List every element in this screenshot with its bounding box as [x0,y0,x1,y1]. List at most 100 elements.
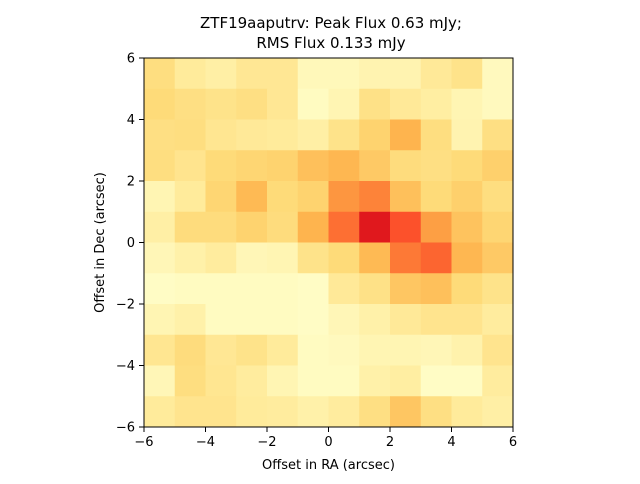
heatmap-cell [205,242,237,274]
heatmap-cell [359,150,391,182]
heatmap-cell [144,273,176,305]
heatmap-cell [174,181,206,213]
x-tick-label: 6 [509,435,517,450]
heatmap-cell [482,365,514,397]
heatmap-cell [174,396,206,428]
heatmap-cell [390,242,422,274]
heatmap-cell [451,304,483,336]
heatmap-cell [390,304,422,336]
heatmap-cell [420,58,452,90]
y-tick-label: 0 [127,236,135,251]
heatmap-cell [451,181,483,213]
heatmap-cell [297,181,329,213]
heatmap-cell [236,365,268,397]
y-tick-label: 4 [127,113,135,128]
heatmap-cell [174,304,206,336]
heatmap-cell [482,119,514,151]
heatmap-cell [174,273,206,305]
chart-title-line-1: ZTF19aaputrv: Peak Flux 0.63 mJy; [200,14,462,32]
heatmap-cell [328,396,360,428]
heatmap-cell [236,304,268,336]
heatmap-cell [144,150,176,182]
heatmap-cell [297,119,329,151]
heatmap-cell [328,211,360,243]
heatmap-cell [359,119,391,151]
heatmap-cell [420,211,452,243]
heatmap-cell [205,150,237,182]
heatmap-cell [205,304,237,336]
heatmap-cell [390,365,422,397]
heatmap-cell [359,181,391,213]
heatmap-cell [205,273,237,305]
x-tick-label: −2 [257,435,276,450]
heatmap-cell [359,88,391,120]
heatmap-cell [420,119,452,151]
heatmap-cell [328,119,360,151]
heatmap-cell [482,273,514,305]
heatmap-cells [144,58,514,428]
heatmap-cell [420,242,452,274]
x-tick-label: −4 [196,435,215,450]
heatmap-cell [482,211,514,243]
heatmap-cell [328,334,360,366]
heatmap-cell [328,273,360,305]
heatmap-cell [328,181,360,213]
heatmap-cell [390,181,422,213]
heatmap-cell [451,242,483,274]
heatmap-cell [390,211,422,243]
heatmap-cell [267,242,299,274]
heatmap-cell [267,334,299,366]
heatmap-cell [236,273,268,305]
heatmap-cell [482,58,514,90]
heatmap-cell [420,334,452,366]
heatmap-cell [144,58,176,90]
heatmap-cell [359,242,391,274]
heatmap-cell [420,396,452,428]
heatmap-cell [297,334,329,366]
y-tick-label: −2 [116,298,135,313]
heatmap-cell [451,88,483,120]
x-axis-label: Offset in RA (arcsec) [262,458,395,473]
heatmap-cell [390,150,422,182]
plot-frame [143,57,514,428]
heatmap-cell [420,304,452,336]
heatmap-cell [451,273,483,305]
heatmap-cell [451,334,483,366]
x-tick-label: 2 [386,435,394,450]
heatmap-cell [144,119,176,151]
heatmap-cell [328,150,360,182]
heatmap-cell [328,88,360,120]
heatmap-cell [174,88,206,120]
heatmap-cell [297,273,329,305]
heatmap-cell [359,304,391,336]
y-axis-label: Offset in Dec (arcsec) [93,172,108,313]
heatmap-cell [267,211,299,243]
heatmap-cell [174,242,206,274]
heatmap-cell [297,58,329,90]
heatmap-cell [144,334,176,366]
heatmap-cell [174,58,206,90]
x-tick-label: −6 [134,435,153,450]
heatmap-cell [390,119,422,151]
y-tick-label: −6 [116,421,135,436]
heatmap-cell [359,365,391,397]
heatmap-cell [205,119,237,151]
heatmap-cell [359,396,391,428]
heatmap-cell [451,365,483,397]
heatmap-cell [236,181,268,213]
heatmap-cell [482,334,514,366]
heatmap-cell [144,242,176,274]
heatmap-cell [236,88,268,120]
heatmap-cell [267,119,299,151]
heatmap-cell [359,211,391,243]
heatmap-cell [144,304,176,336]
heatmap-cell [267,396,299,428]
heatmap-cell [205,365,237,397]
heatmap-cell [236,334,268,366]
heatmap-cell [482,242,514,274]
heatmap-cell [144,365,176,397]
heatmap-cell [267,273,299,305]
heatmap-cell [144,396,176,428]
heatmap-cell [144,88,176,120]
